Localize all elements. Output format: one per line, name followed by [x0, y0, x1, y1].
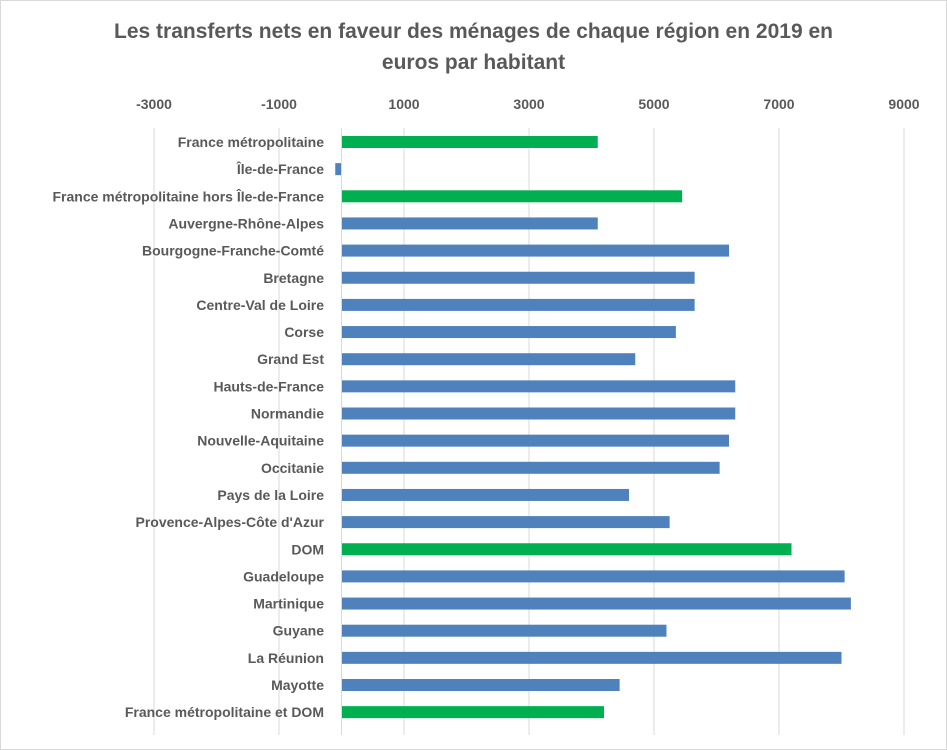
category-label: Hauts-de-France — [214, 378, 325, 394]
category-label: Normandie — [251, 406, 324, 422]
bar — [341, 298, 695, 311]
bar — [341, 190, 683, 203]
bar — [341, 570, 845, 583]
category-label: Nouvelle-Aquitaine — [197, 433, 324, 449]
x-tick-label: 9000 — [888, 96, 919, 112]
x-tick-label: 1000 — [388, 96, 419, 112]
bar — [341, 516, 670, 529]
x-tick-label: -1000 — [261, 96, 297, 112]
x-tick-label: 3000 — [513, 96, 544, 112]
category-label: Martinique — [253, 596, 324, 612]
bar — [341, 679, 620, 691]
category-label: Corse — [284, 324, 324, 340]
category-label: France métropolitaine hors Île-de-France — [52, 187, 324, 204]
x-tick-label: 5000 — [638, 96, 669, 112]
x-tick-label: -3000 — [136, 96, 172, 112]
bar — [335, 163, 342, 176]
bar — [341, 543, 792, 556]
bar — [341, 461, 720, 474]
bar — [341, 488, 629, 501]
chart-title-line-1: Les transferts nets en faveur des ménage… — [114, 20, 833, 43]
bar — [341, 244, 729, 257]
category-label: La Réunion — [248, 650, 324, 666]
category-label: Centre-Val de Loire — [196, 297, 324, 313]
category-label: France métropolitaine et DOM — [125, 704, 324, 720]
category-label: Île-de-France — [236, 160, 324, 177]
bar — [341, 326, 676, 339]
category-label: France métropolitaine — [178, 134, 324, 150]
bar — [341, 706, 604, 719]
category-label: Provence-Alpes-Côte d'Azur — [136, 514, 325, 530]
bar — [341, 597, 851, 610]
bar — [341, 624, 667, 637]
bar — [341, 136, 598, 148]
chart-title: Les transferts nets en faveur des ménage… — [0, 16, 947, 78]
bar — [341, 217, 598, 230]
bar — [341, 407, 736, 420]
x-tick-label: 7000 — [763, 96, 794, 112]
bar — [341, 271, 695, 284]
category-label: Grand Est — [257, 351, 324, 367]
category-label: Bretagne — [263, 270, 324, 286]
bar — [341, 651, 842, 664]
bar — [341, 434, 729, 447]
chart-title-line-2: euros par habitant — [381, 51, 566, 74]
category-label: DOM — [291, 541, 324, 557]
category-label: Occitanie — [261, 460, 324, 476]
bar — [341, 353, 636, 366]
category-label: Auvergne-Rhône-Alpes — [168, 215, 324, 231]
bar — [341, 380, 736, 393]
category-label: Pays de la Loire — [217, 487, 324, 503]
category-label: Guyane — [273, 623, 325, 639]
category-label: Mayotte — [271, 677, 324, 693]
category-label: Guadeloupe — [243, 568, 324, 584]
category-label: Bourgogne-Franche-Comté — [142, 243, 324, 259]
